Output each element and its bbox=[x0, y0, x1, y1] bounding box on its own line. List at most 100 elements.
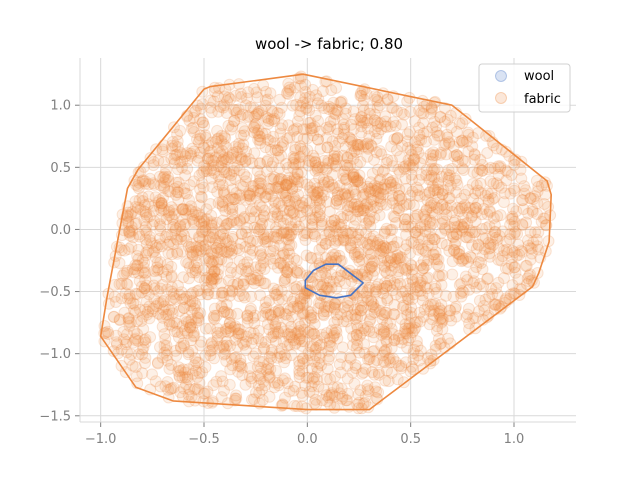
fabric-point bbox=[154, 220, 167, 233]
fabric-point bbox=[537, 212, 550, 225]
fabric-point bbox=[459, 155, 472, 168]
fabric-point bbox=[484, 161, 497, 174]
fabric-point bbox=[435, 170, 448, 183]
fabric-point bbox=[283, 239, 296, 252]
legend: wool fabric bbox=[478, 63, 571, 113]
fabric-point bbox=[175, 327, 188, 340]
fabric-point bbox=[337, 149, 350, 162]
fabric-point bbox=[430, 253, 443, 265]
fabric-point bbox=[295, 142, 307, 155]
fabric-point bbox=[244, 272, 257, 285]
fabric-point bbox=[255, 361, 268, 374]
fabric-point bbox=[317, 309, 330, 322]
fabric-point bbox=[494, 209, 507, 222]
fabric-point bbox=[492, 160, 505, 173]
fabric-point bbox=[457, 254, 469, 267]
fabric-point bbox=[508, 154, 520, 167]
fabric-point bbox=[349, 171, 362, 184]
fabric-point bbox=[524, 253, 537, 266]
fabric-point bbox=[247, 311, 260, 324]
fabric-point bbox=[481, 208, 494, 221]
fabric-point bbox=[207, 95, 220, 108]
fabric-point bbox=[296, 389, 309, 402]
fabric-point bbox=[352, 228, 365, 241]
fabric-point bbox=[510, 249, 523, 262]
fabric-point bbox=[268, 203, 281, 215]
fabric-point bbox=[423, 227, 436, 240]
fabric-point bbox=[301, 178, 313, 191]
fabric-point bbox=[389, 119, 402, 132]
fabric-point bbox=[486, 193, 499, 205]
fabric-point bbox=[345, 322, 358, 335]
fabric-point bbox=[370, 132, 383, 145]
fabric-point bbox=[232, 327, 245, 340]
fabric-point bbox=[431, 320, 444, 333]
fabric-point bbox=[401, 141, 414, 154]
fabric-point bbox=[376, 349, 389, 362]
fabric-point bbox=[433, 302, 446, 315]
fabric-point bbox=[395, 290, 408, 303]
fabric-point bbox=[353, 329, 366, 342]
fabric-point bbox=[350, 342, 363, 355]
fabric-point bbox=[242, 265, 255, 277]
fabric-point bbox=[361, 383, 374, 396]
fabric-point bbox=[485, 187, 498, 200]
fabric-point bbox=[192, 231, 205, 243]
fabric-point bbox=[407, 236, 420, 249]
fabric-point bbox=[308, 230, 321, 243]
fabric-point bbox=[121, 292, 134, 305]
x-tick-label: 0.5 bbox=[400, 432, 421, 447]
fabric-point bbox=[219, 155, 232, 168]
fabric-point bbox=[180, 378, 192, 391]
fabric-point bbox=[363, 185, 376, 198]
fabric-point bbox=[212, 197, 225, 209]
fabric-point bbox=[426, 239, 439, 252]
fabric-point bbox=[514, 163, 527, 176]
fabric-point bbox=[215, 253, 228, 266]
fabric-point bbox=[247, 184, 260, 197]
fabric-point bbox=[267, 282, 280, 295]
fabric-point bbox=[206, 258, 219, 271]
fabric-point bbox=[300, 102, 312, 115]
fabric-point bbox=[171, 325, 184, 338]
fabric-point bbox=[176, 390, 189, 403]
fabric-point bbox=[170, 176, 183, 189]
fabric-point bbox=[388, 260, 401, 273]
fabric-point bbox=[487, 177, 500, 190]
fabric-point bbox=[359, 199, 372, 211]
fabric-point bbox=[397, 161, 410, 174]
fabric-point bbox=[229, 392, 242, 405]
fabric-point bbox=[449, 302, 462, 315]
fabric-point bbox=[304, 204, 317, 217]
fabric-point bbox=[389, 253, 402, 266]
fabric-point bbox=[339, 234, 351, 247]
fabric-point bbox=[189, 352, 202, 365]
fabric-point bbox=[178, 339, 191, 352]
fabric-point bbox=[283, 131, 296, 144]
fabric-point bbox=[436, 198, 449, 211]
fabric-point bbox=[417, 208, 430, 221]
fabric-point bbox=[301, 97, 314, 110]
fabric-point bbox=[234, 357, 247, 370]
fabric-point bbox=[250, 205, 262, 218]
fabric-point bbox=[199, 131, 212, 144]
fabric-point bbox=[457, 286, 470, 299]
fabric-point bbox=[491, 210, 504, 223]
fabric-point bbox=[354, 384, 367, 397]
fabric-point bbox=[414, 259, 427, 272]
fabric-point bbox=[241, 310, 254, 323]
fabric-point bbox=[258, 232, 271, 245]
fabric-point bbox=[264, 363, 277, 376]
fabric-point bbox=[251, 91, 264, 104]
fabric-point bbox=[277, 139, 289, 152]
fabric-point bbox=[413, 134, 426, 146]
fabric-point bbox=[375, 123, 388, 136]
fabric-point bbox=[199, 361, 212, 374]
fabric-point bbox=[268, 376, 281, 389]
fabric-point bbox=[291, 131, 304, 143]
fabric-point bbox=[474, 278, 486, 290]
fabric-point bbox=[135, 315, 148, 327]
fabric-point bbox=[320, 162, 333, 175]
fabric-point bbox=[236, 108, 249, 121]
fabric-point bbox=[326, 169, 339, 181]
